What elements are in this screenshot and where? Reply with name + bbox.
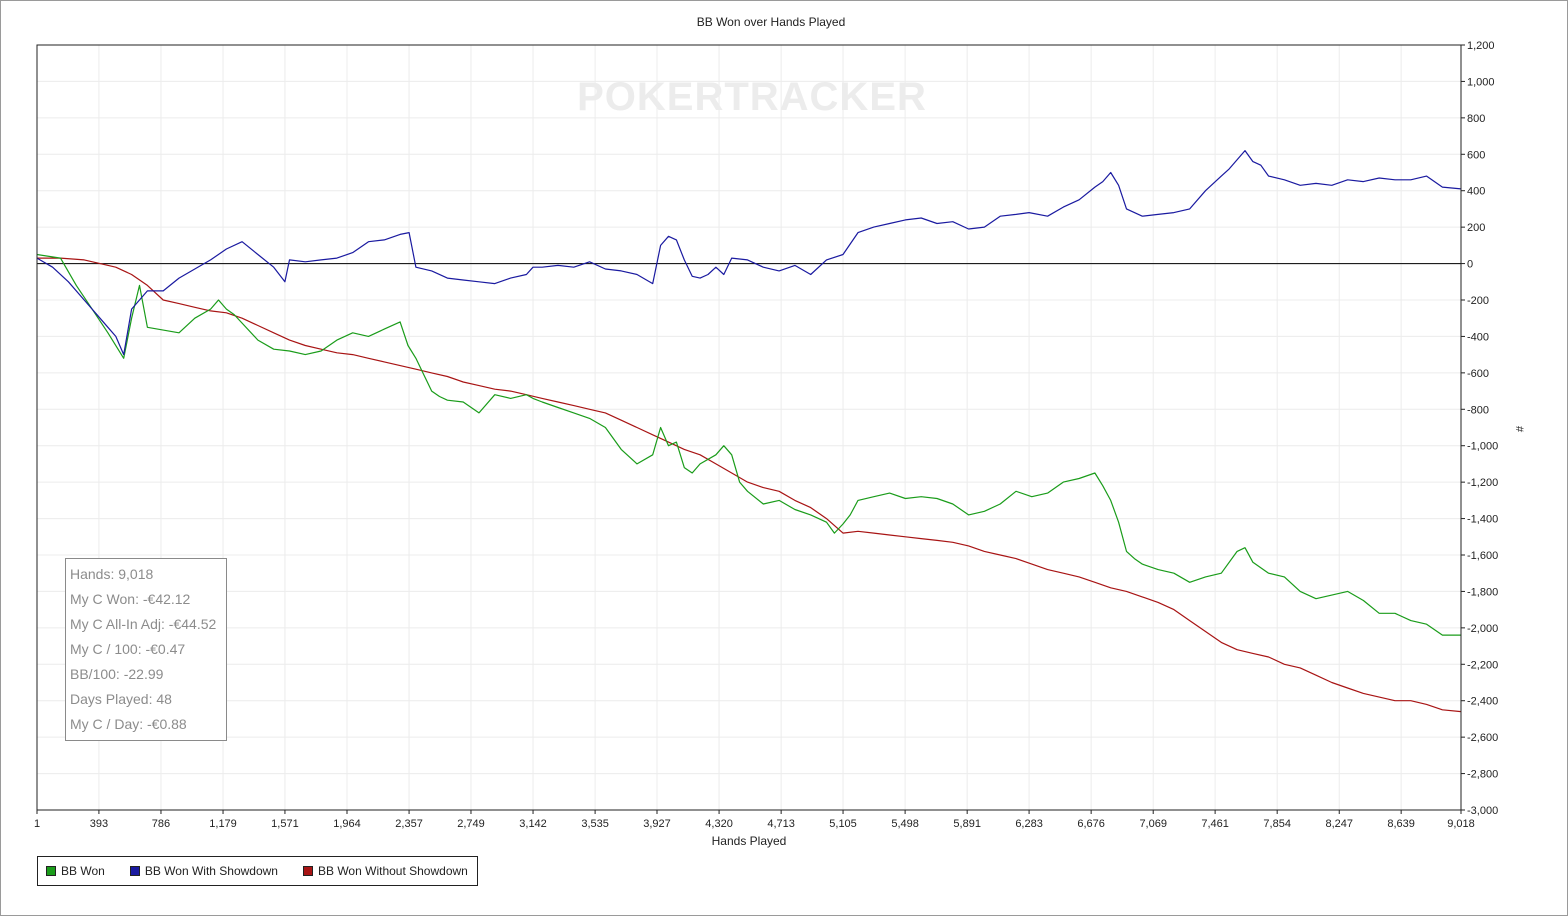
legend-label: BB Won Without Showdown — [317, 864, 468, 878]
x-tick-label: 5,891 — [953, 818, 981, 830]
stat-bb-100: BB/100: -22.99 — [70, 666, 164, 682]
y-tick-label: -1,800 — [1467, 586, 1498, 598]
legend-item-bb-won-with-showdown[interactable]: BB Won With Showdown — [129, 864, 278, 878]
axes: 1,200 1,000 800 600 400 200 0 -200 -400 -600 -800 -… — [34, 40, 1498, 830]
series-line-bb-won-without-showdown — [37, 257, 1462, 713]
x-tick-label: 393 — [90, 818, 108, 830]
chart-legend[interactable]: BB Won BB Won With Showdown BB Won Witho… — [37, 856, 478, 886]
legend-item-bb-won[interactable]: BB Won — [46, 864, 105, 878]
legend-label: BB Won With Showdown — [144, 864, 278, 878]
x-tick-label: 8,639 — [1387, 818, 1415, 830]
y-tick-label: 800 — [1467, 113, 1485, 125]
series-line-bb-won-with-showdown — [36, 150, 1462, 356]
x-tick-label: 3,927 — [643, 818, 671, 830]
pokertracker-watermark-logo: POKERTRACKER — [577, 75, 927, 119]
y-tick-label: -1,600 — [1467, 550, 1498, 562]
x-tick-label: 786 — [152, 818, 170, 830]
x-tick-label: 7,069 — [1139, 818, 1167, 830]
y-tick-label: -800 — [1467, 404, 1489, 416]
y-tick-label: -1,200 — [1467, 477, 1498, 489]
x-axis-label: Hands Played — [712, 834, 787, 848]
x-tick-label: 1,179 — [209, 818, 237, 830]
y-tick-label: -2,200 — [1467, 659, 1498, 671]
x-tick-label: 2,357 — [395, 818, 423, 830]
x-tick-label: 9,018 — [1447, 818, 1475, 830]
x-tick-label: 3,535 — [581, 818, 609, 830]
series-lines — [36, 150, 1462, 713]
chart-title: BB Won over Hands Played — [697, 15, 846, 29]
x-tick-label: 8,247 — [1325, 818, 1353, 830]
stat-won: My C Won: -€42.12 — [70, 591, 191, 607]
y-tick-label: -2,800 — [1467, 769, 1498, 781]
x-tick-label: 5,498 — [891, 818, 919, 830]
y-tick-label: 0 — [1467, 259, 1473, 271]
y-tick-label: -2,600 — [1467, 732, 1498, 744]
grid-lines — [36, 44, 1462, 811]
stat-per-day: My C / Day: -€0.88 — [70, 716, 187, 732]
y-tick-label: -1,000 — [1467, 441, 1498, 453]
x-tick-label: 2,749 — [457, 818, 485, 830]
x-tick-label: 4,320 — [705, 818, 733, 830]
legend-swatch-icon — [46, 866, 56, 876]
x-tick-label: 6,676 — [1077, 818, 1105, 830]
legend-item-bb-won-without-showdown[interactable]: BB Won Without Showdown — [302, 864, 468, 878]
x-tick-label: 3,142 — [519, 818, 547, 830]
legend-swatch-icon — [302, 866, 313, 876]
y-tick-label: 200 — [1467, 222, 1485, 234]
y-tick-label: 600 — [1467, 149, 1485, 161]
stat-per-100: My C / 100: -€0.47 — [70, 641, 186, 657]
y-tick-label: 1,200 — [1467, 40, 1495, 52]
legend-swatch-icon — [129, 866, 140, 876]
y-tick-label: -2,400 — [1467, 696, 1498, 708]
y-tick-label: -200 — [1467, 295, 1489, 307]
x-tick-label: 6,283 — [1015, 818, 1043, 830]
x-tick-label: 7,854 — [1263, 818, 1291, 830]
y-tick-label: -600 — [1467, 368, 1489, 380]
y-tick-label: -1,400 — [1467, 514, 1498, 526]
legend-label: BB Won — [61, 864, 105, 878]
y-tick-label: -3,000 — [1467, 805, 1498, 817]
x-tick-label: 1 — [34, 818, 40, 830]
stats-panel: Hands: 9,018 My C Won: -€42.12 My C All-… — [65, 558, 227, 741]
stat-allin-adj: My C All-In Adj: -€44.52 — [70, 616, 217, 632]
y-tick-label: 1,000 — [1467, 76, 1495, 88]
plot-area — [36, 44, 1462, 811]
stat-hands: Hands: 9,018 — [70, 566, 154, 582]
x-tick-label: 5,105 — [829, 818, 857, 830]
stat-days-played: Days Played: 48 — [70, 691, 172, 707]
series-line-bb-won — [36, 253, 1461, 636]
x-tick-label: 7,461 — [1201, 818, 1229, 830]
y-axis-label: # — [1513, 426, 1525, 433]
x-tick-label: 1,964 — [333, 818, 361, 830]
y-tick-label: -400 — [1467, 331, 1489, 343]
x-tick-label: 4,713 — [767, 818, 795, 830]
x-tick-label: 1,571 — [271, 818, 299, 830]
y-tick-label: 400 — [1467, 186, 1485, 198]
y-tick-label: -2,000 — [1467, 623, 1498, 635]
